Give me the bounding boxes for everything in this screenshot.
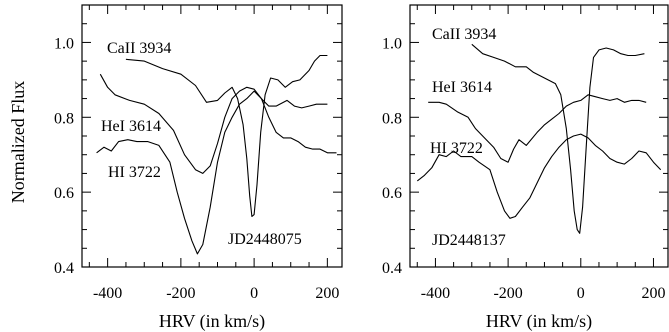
left-ticks <box>82 4 342 268</box>
left-label-date: JD2448075 <box>228 231 302 248</box>
left-series-line-caii <box>125 54 328 218</box>
right-series-line-caii <box>471 43 645 234</box>
left-y-tick-label: 0.8 <box>54 110 74 127</box>
left-series-lines <box>96 54 337 255</box>
left-x-axis-title: HRV (in km/s) <box>159 311 265 332</box>
left-label-hei: HeI 3614 <box>101 118 161 135</box>
left-x-tick-label: 200 <box>315 285 339 302</box>
right-x-tick-label: -200 <box>493 285 522 302</box>
right-y-tick-label: 0.4 <box>382 260 402 277</box>
left-tick-labels: -400 -200 0 200 0.4 0.6 0.8 1.0 <box>54 35 339 302</box>
left-panel: -400 -200 0 200 0.4 0.6 0.8 1.0 HRV (in km/s) C… <box>54 4 343 332</box>
right-label-caii: CaII 3934 <box>432 26 496 43</box>
left-y-tick-label: 0.6 <box>54 185 74 202</box>
right-series-line-hei <box>428 94 647 163</box>
right-y-tick-label: 1.0 <box>382 35 402 52</box>
left-x-tick-label: -400 <box>93 285 122 302</box>
right-tick-labels: -400 -200 0 200 0.4 0.6 0.8 1.0 <box>382 35 665 302</box>
right-x-tick-label: 200 <box>641 285 665 302</box>
right-label-hei: HeI 3614 <box>432 79 492 96</box>
y-axis-title: Normalized Flux <box>8 81 28 203</box>
left-x-tick-label: -200 <box>166 285 195 302</box>
left-y-tick-label: 1.0 <box>54 35 74 52</box>
right-x-tick-label: -400 <box>421 285 450 302</box>
right-series-lines <box>416 43 662 234</box>
left-series-line-hei <box>99 73 328 174</box>
right-label-date: JD2448137 <box>432 232 506 249</box>
left-label-caii: CaII 3934 <box>107 40 171 57</box>
right-y-tick-label: 0.8 <box>382 110 402 127</box>
right-ticks <box>410 4 668 268</box>
right-plot-frame <box>409 4 669 268</box>
right-panel: -400 -200 0 200 0.4 0.6 0.8 1.0 HRV (in km/s) C… <box>382 4 669 332</box>
left-x-tick-label: 0 <box>250 285 258 302</box>
right-y-tick-label: 0.6 <box>382 185 402 202</box>
right-x-axis-title: HRV (in km/s) <box>486 311 592 332</box>
left-y-tick-label: 0.4 <box>54 260 74 277</box>
right-series-line-hi <box>416 133 662 219</box>
left-label-hi: HI 3722 <box>108 164 161 181</box>
right-x-tick-label: 0 <box>577 285 585 302</box>
left-series-line-hi <box>96 90 337 255</box>
right-label-hi: HI 3722 <box>430 140 483 157</box>
